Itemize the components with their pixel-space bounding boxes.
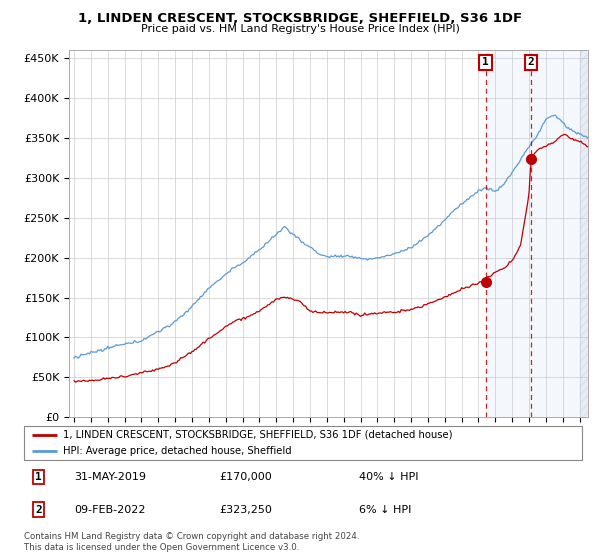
Text: 6% ↓ HPI: 6% ↓ HPI — [359, 505, 411, 515]
Bar — [580, 50, 588, 417]
Text: 2: 2 — [527, 57, 535, 67]
Bar — [531, 50, 588, 417]
Text: Price paid vs. HM Land Registry's House Price Index (HPI): Price paid vs. HM Land Registry's House … — [140, 24, 460, 34]
Text: 1, LINDEN CRESCENT, STOCKSBRIDGE, SHEFFIELD, S36 1DF (detached house): 1, LINDEN CRESCENT, STOCKSBRIDGE, SHEFFI… — [63, 430, 452, 440]
Text: 1: 1 — [482, 57, 489, 67]
Text: £323,250: £323,250 — [220, 505, 272, 515]
Text: 1: 1 — [35, 472, 42, 482]
Text: Contains HM Land Registry data © Crown copyright and database right 2024.: Contains HM Land Registry data © Crown c… — [24, 532, 359, 541]
Text: 09-FEB-2022: 09-FEB-2022 — [74, 505, 146, 515]
Text: 2: 2 — [35, 505, 42, 515]
Text: 1, LINDEN CRESCENT, STOCKSBRIDGE, SHEFFIELD, S36 1DF: 1, LINDEN CRESCENT, STOCKSBRIDGE, SHEFFI… — [78, 12, 522, 25]
Bar — [485, 50, 531, 417]
Text: 40% ↓ HPI: 40% ↓ HPI — [359, 472, 418, 482]
Text: HPI: Average price, detached house, Sheffield: HPI: Average price, detached house, Shef… — [63, 446, 292, 456]
Text: 31-MAY-2019: 31-MAY-2019 — [74, 472, 146, 482]
Text: This data is licensed under the Open Government Licence v3.0.: This data is licensed under the Open Gov… — [24, 543, 299, 552]
Text: £170,000: £170,000 — [220, 472, 272, 482]
